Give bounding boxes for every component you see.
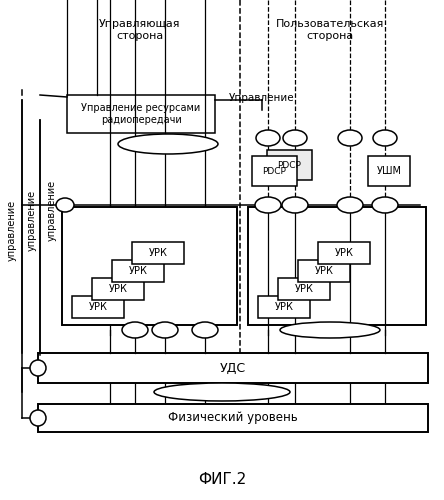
Bar [72, 296, 124, 318]
Bar [248, 207, 426, 325]
Bar [112, 260, 164, 282]
Bar [368, 156, 410, 186]
Bar [62, 207, 237, 325]
Text: УРК: УРК [274, 302, 293, 312]
Bar [258, 296, 310, 318]
Bar [92, 278, 144, 300]
Ellipse shape [373, 130, 397, 146]
Ellipse shape [282, 197, 308, 213]
Text: УДС: УДС [220, 362, 246, 374]
Ellipse shape [280, 322, 380, 338]
Text: УРК: УРК [149, 248, 167, 258]
Text: УРК: УРК [314, 266, 333, 276]
Ellipse shape [56, 198, 74, 212]
Ellipse shape [338, 130, 362, 146]
Ellipse shape [255, 197, 281, 213]
Ellipse shape [152, 322, 178, 338]
Text: Управление ресурсами
радиопередачи: Управление ресурсами радиопередачи [81, 103, 201, 125]
Text: Пользовательская
сторона: Пользовательская сторона [276, 19, 384, 41]
Ellipse shape [337, 197, 363, 213]
Ellipse shape [122, 322, 148, 338]
Text: управление: управление [7, 200, 17, 260]
Text: Управляющая
сторона: Управляющая сторона [99, 19, 181, 41]
Ellipse shape [256, 130, 280, 146]
Ellipse shape [30, 410, 46, 426]
Bar [252, 156, 297, 186]
Ellipse shape [30, 360, 46, 376]
Bar [132, 242, 184, 264]
Bar [298, 260, 350, 282]
Text: УРК: УРК [129, 266, 147, 276]
Ellipse shape [192, 322, 218, 338]
Bar [38, 353, 428, 383]
Ellipse shape [372, 197, 398, 213]
Bar [67, 95, 215, 133]
Text: Физический уровень: Физический уровень [168, 412, 298, 424]
Text: УРК: УРК [335, 248, 353, 258]
Text: УРК: УРК [88, 302, 107, 312]
Text: управление: управление [27, 190, 37, 250]
Ellipse shape [283, 130, 307, 146]
Text: УРК: УРК [294, 284, 313, 294]
Text: PDCP: PDCP [262, 166, 286, 175]
Text: PDCP: PDCP [278, 160, 301, 170]
Text: УШМ: УШМ [377, 166, 401, 176]
Bar [278, 278, 330, 300]
Ellipse shape [154, 383, 290, 401]
Bar [38, 404, 428, 432]
Ellipse shape [118, 134, 218, 154]
Bar [318, 242, 370, 264]
Text: УРК: УРК [109, 284, 127, 294]
Text: управление: управление [47, 180, 57, 240]
Bar [267, 150, 312, 180]
Text: ФИГ.2: ФИГ.2 [198, 472, 246, 488]
Text: Управление: Управление [229, 93, 295, 103]
